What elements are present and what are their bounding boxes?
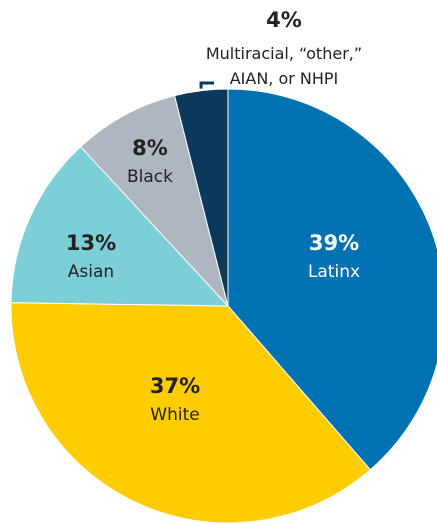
pie-slice-multiracial bbox=[173, 88, 229, 307]
slice-category-label: Latinx bbox=[308, 262, 360, 282]
slice-value-label: 37% bbox=[150, 374, 200, 398]
slice-value-label: 39% bbox=[309, 231, 359, 255]
pie-labels: 39% Latinx 37% White 13% Asian 8% Black 4% Multir… bbox=[66, 8, 362, 425]
slice-category-label: Multiracial, “other,” bbox=[206, 44, 362, 63]
pie-slice-white bbox=[10, 302, 372, 523]
slice-category-label: White bbox=[150, 405, 199, 425]
slice-value-label: 8% bbox=[132, 136, 168, 160]
pie-slice-black bbox=[79, 95, 229, 307]
slice-category-label: Asian bbox=[68, 262, 114, 282]
slice-value-label: 13% bbox=[66, 231, 116, 255]
slice-category-label: Black bbox=[127, 167, 173, 187]
pie-slice-latinx bbox=[227, 88, 437, 471]
leader-line bbox=[199, 81, 215, 89]
pie-slice-asian bbox=[10, 146, 230, 307]
slice-category-label: AIAN, or NHPI bbox=[230, 69, 339, 88]
pie-slices bbox=[10, 88, 437, 523]
slice-value-label: 4% bbox=[266, 8, 302, 32]
